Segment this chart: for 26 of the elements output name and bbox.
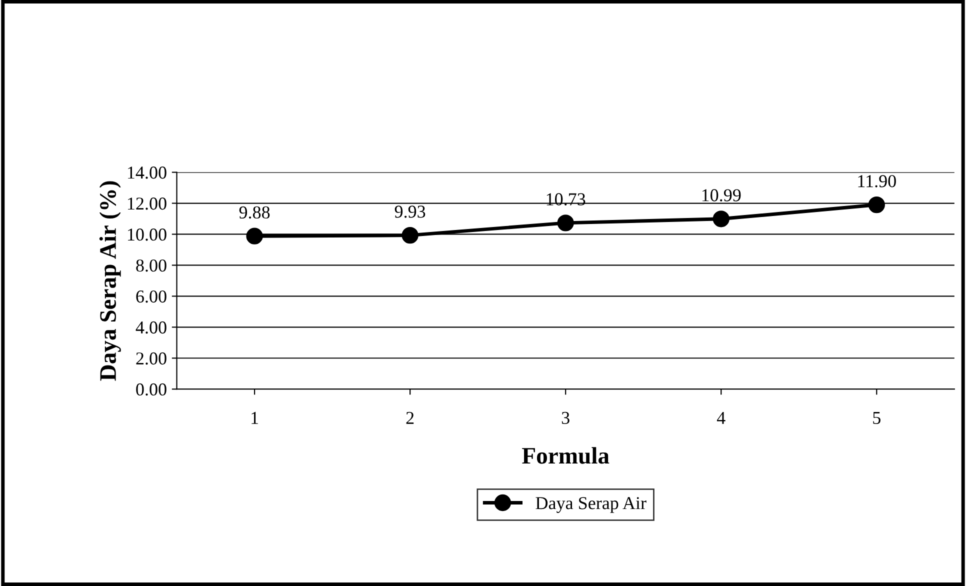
data-label: 9.93 xyxy=(394,206,426,218)
y-tick-label: 12.00 xyxy=(128,198,166,210)
point xyxy=(557,214,574,232)
x-tick-label: 3 xyxy=(562,412,570,424)
point xyxy=(868,196,885,214)
x-axis-title: Formula xyxy=(522,447,610,464)
y-tick-label: 2.00 xyxy=(136,352,166,365)
data-label: 10.73 xyxy=(546,193,586,206)
x-tick-label: 5 xyxy=(873,412,880,424)
point xyxy=(246,228,263,244)
x-tick-label: 1 xyxy=(252,412,258,424)
y-tick-label: 10.00 xyxy=(128,228,166,241)
y-tick-label: 4.00 xyxy=(136,321,166,334)
legend-label: Daya Serap Air xyxy=(536,497,646,513)
point xyxy=(712,210,730,228)
x-tick-label: 4 xyxy=(716,412,726,424)
data-label: 11.90 xyxy=(858,175,896,188)
y-tick-label: 6.00 xyxy=(136,290,166,303)
data-label: 9.88 xyxy=(239,206,270,219)
y-tick-label: 0.00 xyxy=(136,383,166,396)
x-tick-label: 2 xyxy=(406,412,414,424)
y-tick-label: 8.00 xyxy=(136,259,166,272)
y-tick-label: 14.00 xyxy=(128,166,166,179)
point xyxy=(402,226,418,244)
y-axis-title: Daya Serap Air (%) xyxy=(99,181,121,381)
data-label: 10.99 xyxy=(702,189,741,202)
